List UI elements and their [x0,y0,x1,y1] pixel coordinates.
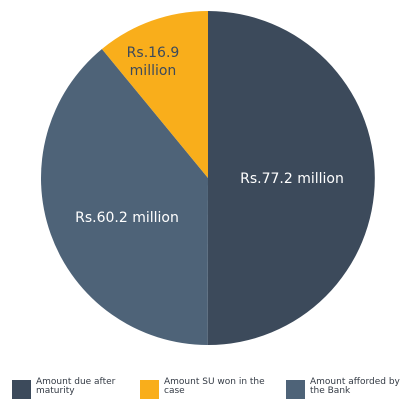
legend-item-due: Amount due after maturity [12,378,132,402]
legend-swatch-due [12,380,31,399]
pie-label-afforded: Rs.60.2 million [75,210,179,226]
legend-label-afforded-line1: Amount afforded by [310,377,400,387]
legend-label-won-line2: case [164,386,185,396]
pie-label-afforded-line: Rs.60.2 million [75,210,179,226]
pie-slices [40,11,375,346]
legend-label-afforded: Amount afforded by the Bank [310,378,406,396]
legend-item-won: Amount SU won in the case [140,378,280,402]
legend: Amount due after maturity Amount SU won … [12,378,407,402]
legend-item-afforded: Amount afforded by the Bank [286,378,406,402]
pie-label-won-line: million [130,63,177,79]
legend-label-due-line2: maturity [36,386,75,396]
legend-label-won-line1: Amount SU won in the [164,377,265,387]
pie-label-due: Rs.77.2 million [240,171,344,187]
pie-label-won-line: Rs.16.9 [127,45,180,61]
pie-labels: Rs.77.2 million Rs.60.2 million Rs.16.9 mil… [75,45,344,226]
legend-swatch-won [140,380,159,399]
legend-label-afforded-line2: the Bank [310,386,351,396]
legend-label-due: Amount due after maturity [36,378,136,396]
pie-label-won: Rs.16.9 million [127,45,180,79]
legend-swatch-afforded [286,380,305,399]
pie-label-due-line: Rs.77.2 million [240,171,344,187]
pie-slice-afforded [40,49,208,345]
legend-label-won: Amount SU won in the case [164,378,274,396]
pie-slice-due [207,11,375,346]
pie-slice-won [101,11,208,178]
legend-label-due-line1: Amount due after [36,377,116,387]
